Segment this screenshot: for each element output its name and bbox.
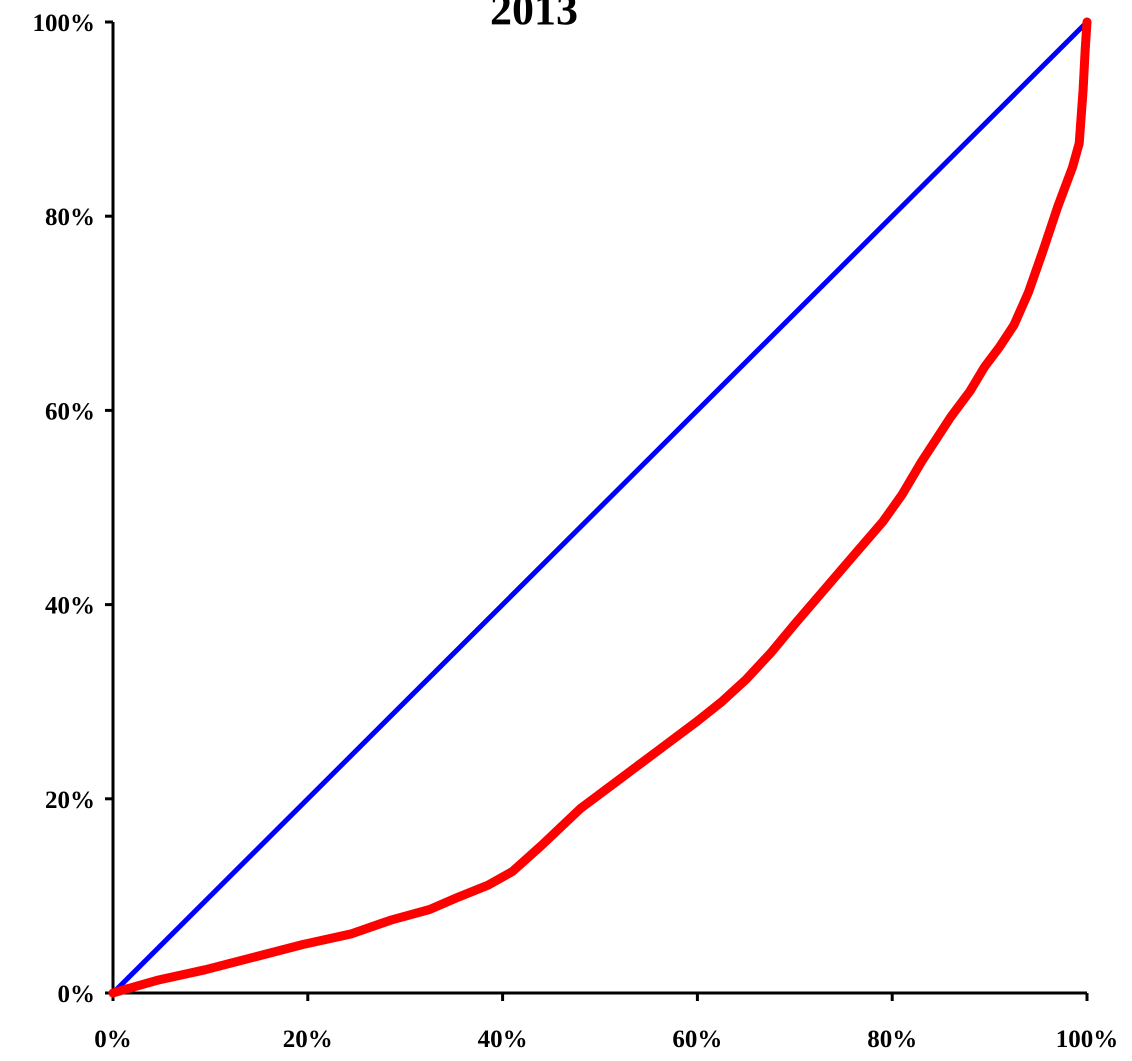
- axes: [105, 20, 1089, 1001]
- equality-line: [110, 19, 1090, 996]
- x-tick-label: 20%: [283, 1026, 333, 1053]
- y-tick-label: 60%: [45, 398, 95, 425]
- y-tick-label: 40%: [45, 593, 95, 620]
- x-tick-label: 40%: [478, 1026, 528, 1053]
- y-tick-label: 0%: [58, 981, 96, 1008]
- y-tick-label: 80%: [45, 204, 95, 231]
- tick-labels: 0% 20% 40% 60% 80% 100% 0% 20% 40% 60% 80% 100%: [33, 10, 1119, 1053]
- x-tick-label: 100%: [1056, 1026, 1119, 1053]
- x-tick-label: 0%: [94, 1026, 132, 1053]
- lorenz-curve: [108, 17, 1092, 998]
- y-tick-label: 20%: [45, 787, 95, 814]
- y-tick-label: 100%: [33, 10, 96, 37]
- series-lines: [108, 17, 1092, 998]
- chart-title: 2013: [490, 0, 578, 34]
- x-tick-label: 60%: [672, 1026, 722, 1053]
- x-tick-label: 80%: [867, 1026, 917, 1053]
